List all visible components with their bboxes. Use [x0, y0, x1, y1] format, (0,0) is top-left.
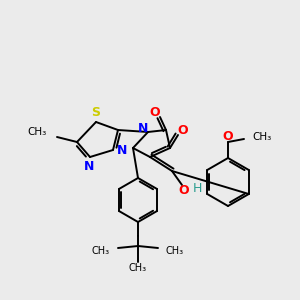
Text: O: O: [223, 130, 233, 143]
Text: S: S: [92, 106, 100, 119]
Text: N: N: [138, 122, 148, 134]
Text: O: O: [150, 106, 160, 118]
Text: O: O: [179, 184, 189, 196]
Text: CH₃: CH₃: [92, 246, 110, 256]
Text: N: N: [84, 160, 94, 172]
Text: N: N: [117, 143, 127, 157]
Text: CH₃: CH₃: [166, 246, 184, 256]
Text: H: H: [192, 182, 202, 196]
Text: O: O: [178, 124, 188, 136]
Text: CH₃: CH₃: [252, 132, 271, 142]
Text: CH₃: CH₃: [28, 127, 47, 137]
Text: CH₃: CH₃: [129, 263, 147, 273]
